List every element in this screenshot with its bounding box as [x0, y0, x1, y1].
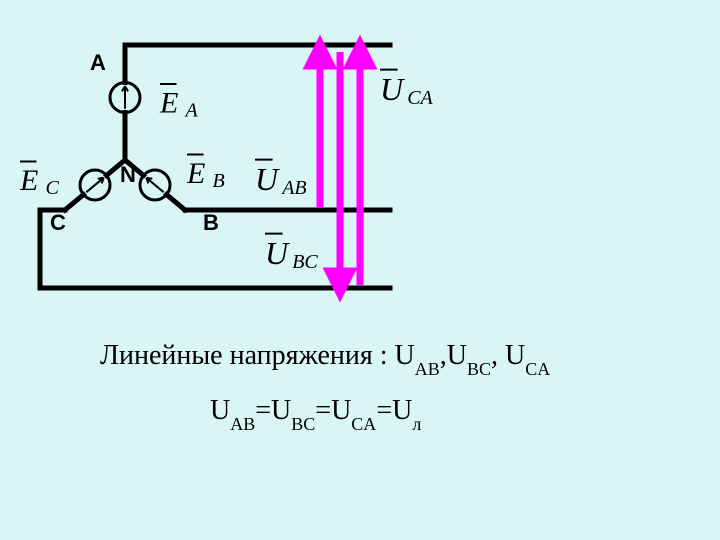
svg-text:C: C: [46, 177, 60, 199]
svg-text:B: B: [203, 210, 219, 235]
svg-text:U: U: [265, 235, 290, 271]
caption-line-1: Линейные напряжения : UAB,UBC, UCA: [100, 340, 550, 376]
svg-text:E: E: [159, 87, 178, 120]
caption-line-2: UAB=UBC=UCA=Uл: [210, 395, 421, 431]
caption-prefix: Линейные напряжения :: [100, 340, 395, 371]
svg-text:B: B: [213, 170, 225, 192]
svg-text:E: E: [186, 157, 205, 190]
svg-text:BC: BC: [292, 251, 318, 273]
svg-text:AB: AB: [280, 177, 306, 199]
svg-text:C: C: [50, 210, 66, 235]
svg-text:A: A: [184, 100, 199, 122]
svg-text:E: E: [20, 164, 38, 197]
svg-text:CA: CA: [407, 87, 433, 109]
svg-text:A: A: [90, 50, 106, 75]
svg-text:N: N: [120, 162, 136, 187]
svg-text:U: U: [380, 71, 405, 107]
svg-text:U: U: [255, 161, 280, 197]
three-phase-diagram: ANCBEAEBECUABUBCUCA: [20, 30, 460, 310]
